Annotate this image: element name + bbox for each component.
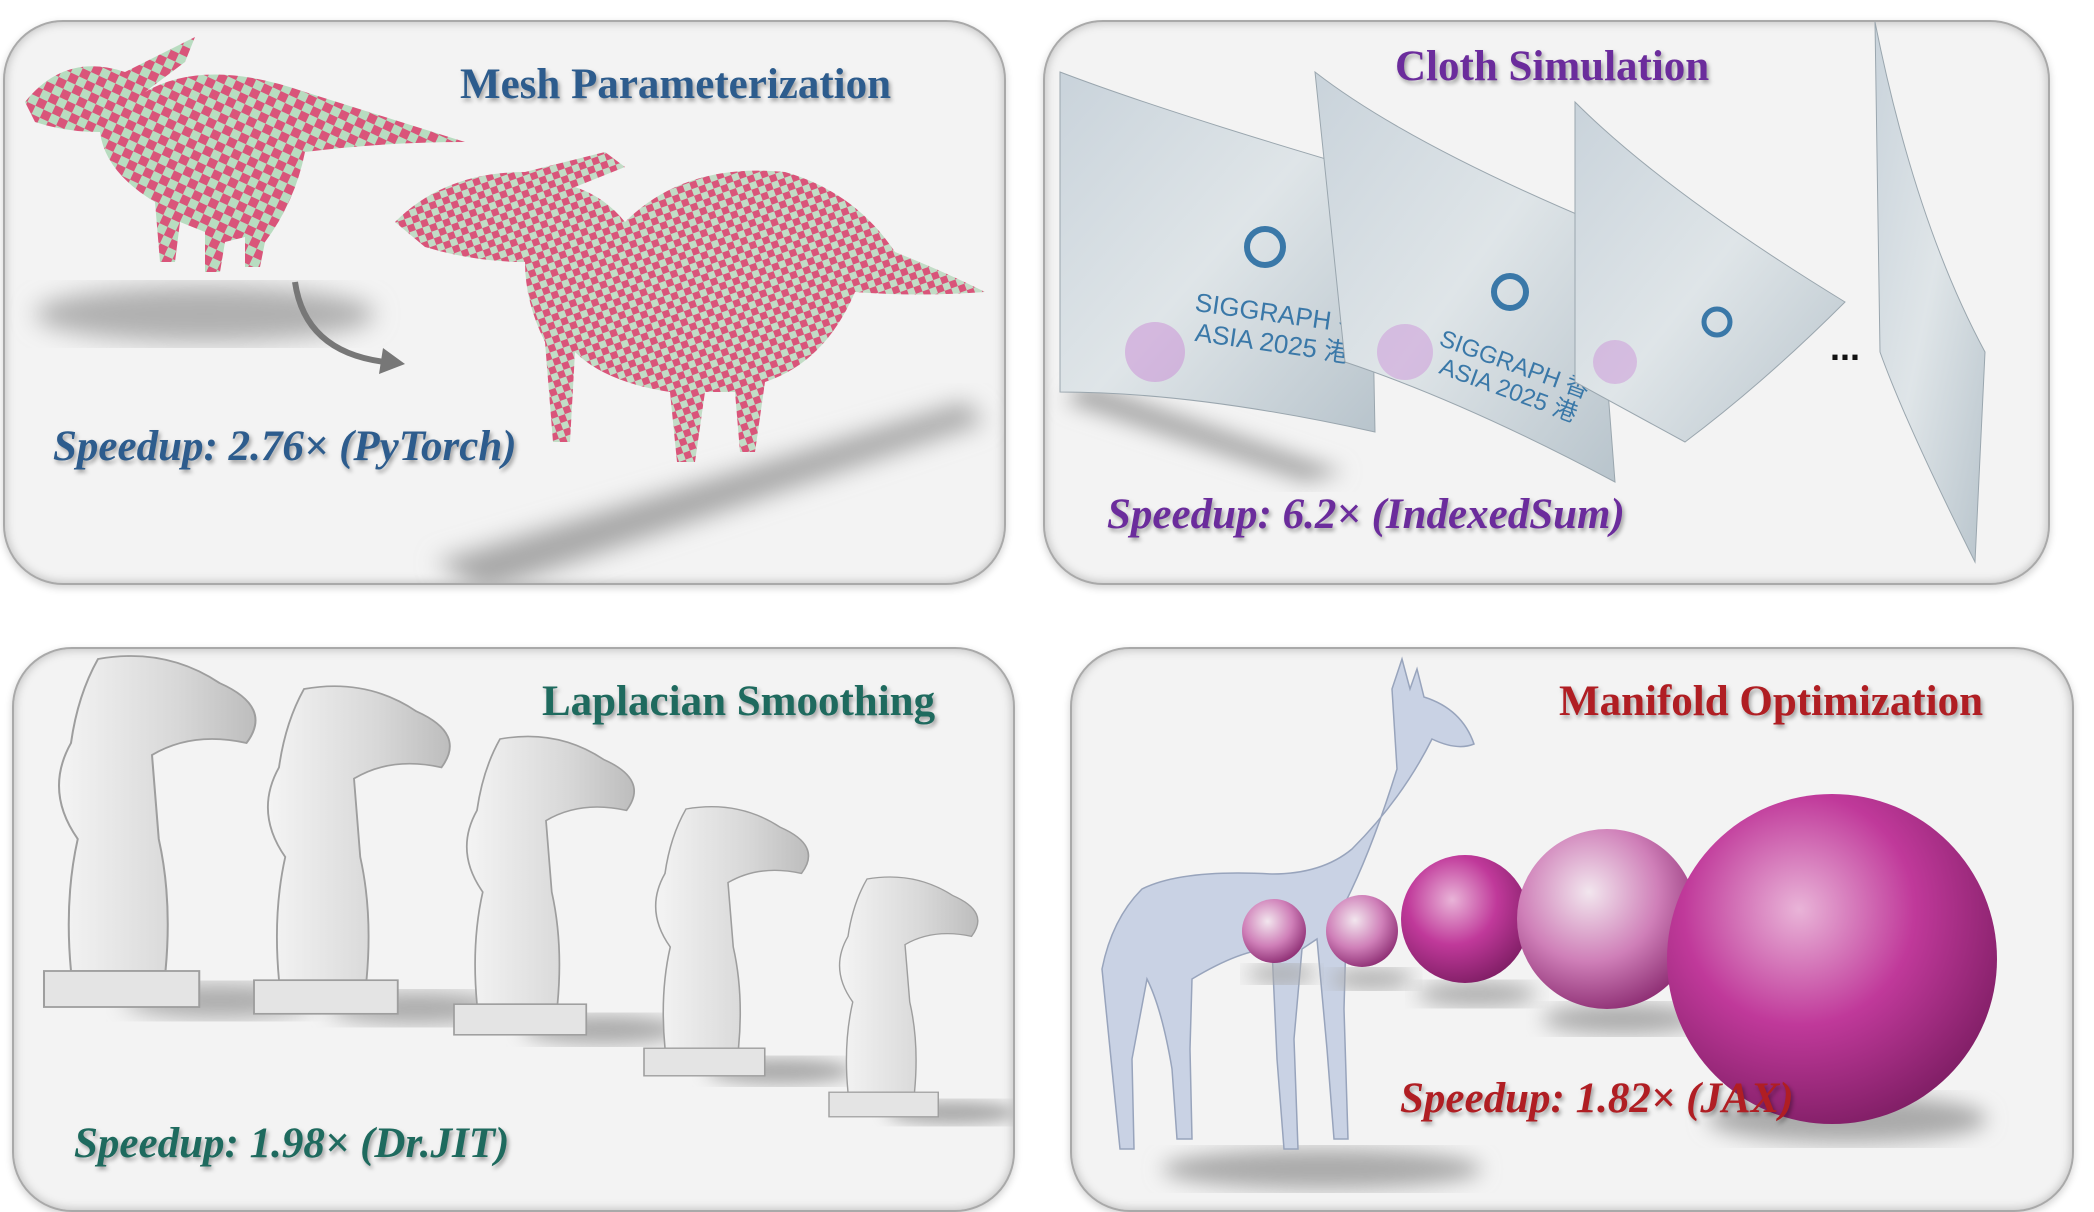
- speedup-label: Speedup: 2.76× (PyTorch): [53, 423, 517, 470]
- cloth-simulation-panel: SIGGRAPH 香 ASIA 2025 港 SIGGRAPH 香 ASIA 2…: [1043, 20, 2050, 585]
- sphere-5: [1667, 794, 1997, 1143]
- panel-title: Mesh Parameterization: [460, 61, 892, 108]
- arrow-head: [379, 348, 405, 374]
- speedup-label: Speedup: 1.82× (JAX): [1400, 1075, 1794, 1122]
- shadow: [1065, 382, 1345, 482]
- laplacian-smoothing-panel: Laplacian Smoothing Speedup: 1.98× (Dr.J…: [12, 647, 1015, 1212]
- cloth-frame-4: [1874, 22, 1986, 564]
- mesh-parameterization-panel: Mesh Parameterization Speedup: 2.76× (Py…: [3, 20, 1006, 585]
- shadow: [435, 402, 985, 583]
- sphere-4: [1517, 829, 1702, 1034]
- dinosaur-illustration: [25, 37, 985, 583]
- sphere-3: [1401, 855, 1537, 1006]
- panel-title: Cloth Simulation: [1395, 43, 1710, 90]
- speedup-label: Speedup: 6.2× (IndexedSum): [1107, 491, 1625, 538]
- manifold-optimization-panel: Manifold Optimization Speedup: 1.82× (JA…: [1070, 647, 2074, 1212]
- panel-title: Manifold Optimization: [1559, 678, 1984, 725]
- ellipsis: ...: [1830, 327, 1861, 368]
- statue-stage-3: [453, 735, 684, 1044]
- cloth-frame-3: [1574, 100, 1846, 443]
- statue-stage-4: [643, 805, 854, 1085]
- shadow: [35, 286, 375, 342]
- giraffe-sphere-illustration: [1101, 656, 1997, 1189]
- statue-stage-5: [828, 876, 1013, 1125]
- statue-illustration: [42, 654, 1013, 1125]
- dinosaur-parameterized: [395, 152, 985, 462]
- panel-title: Laplacian Smoothing: [542, 678, 936, 725]
- cloth-frame-1: SIGGRAPH 香 ASIA 2025 港: [1059, 71, 1376, 433]
- sphere-2: [1326, 895, 1414, 989]
- speedup-label: Speedup: 1.98× (Dr.JIT): [74, 1120, 510, 1167]
- dinosaur-small: [25, 37, 465, 272]
- arrow: [292, 281, 386, 365]
- sphere-1: [1242, 899, 1317, 983]
- cloth-illustration: SIGGRAPH 香 ASIA 2025 港 SIGGRAPH 香 ASIA 2…: [1059, 22, 1986, 564]
